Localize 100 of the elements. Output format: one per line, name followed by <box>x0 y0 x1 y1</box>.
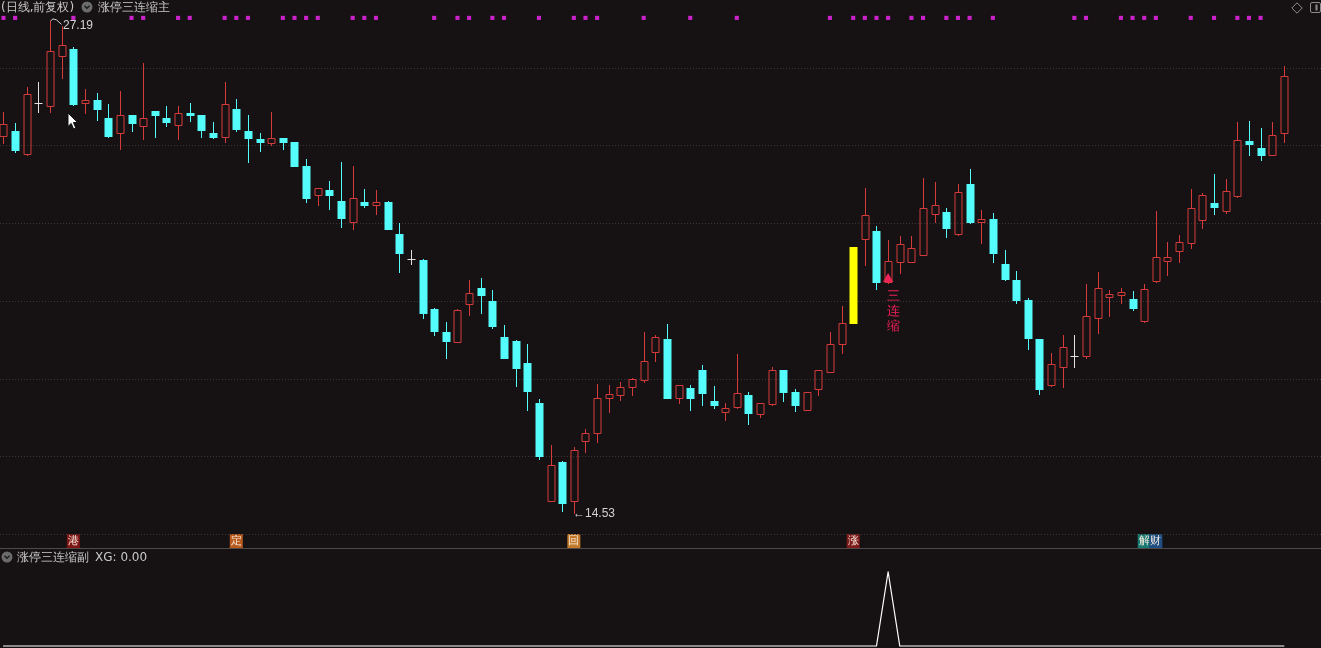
candlestick <box>186 102 195 123</box>
candlestick <box>442 321 451 360</box>
candlestick <box>232 98 241 133</box>
candlestick <box>104 103 113 139</box>
candlestick <box>256 132 265 153</box>
candlestick <box>791 388 800 413</box>
x-tick-label: 解 <box>1138 534 1150 548</box>
candlestick <box>942 207 951 239</box>
candlestick <box>744 391 753 426</box>
candlestick <box>1070 334 1079 369</box>
candlestick <box>675 385 684 405</box>
candlestick <box>547 444 556 502</box>
candlestick <box>360 188 369 209</box>
candlestick <box>838 305 847 355</box>
candlestick <box>349 165 358 231</box>
candlestick <box>826 331 835 373</box>
x-tick-label: 涨 <box>847 534 859 548</box>
candlestick <box>779 369 788 403</box>
text: XG: 0.00 <box>95 550 148 564</box>
candlestick <box>803 392 812 411</box>
candlestick <box>1094 271 1103 335</box>
candlestick <box>919 177 928 256</box>
candlestick <box>907 235 916 263</box>
candlestick <box>430 307 439 337</box>
candlestick <box>93 92 102 122</box>
candlestick <box>861 187 870 267</box>
candlestick <box>1280 65 1289 144</box>
candlestick <box>139 62 148 141</box>
candlestick <box>977 209 986 245</box>
candlestick <box>244 114 253 164</box>
annotation: 27.19 <box>63 18 94 33</box>
candlestick <box>686 384 695 412</box>
candlestick <box>1163 241 1172 277</box>
candlestick <box>372 189 381 216</box>
candlestick <box>500 324 509 360</box>
chart-title: 涨停三连缩副 <box>17 550 89 564</box>
chart-subtitle: 涨停三连缩主 <box>98 0 171 14</box>
candlestick <box>1245 120 1254 157</box>
candlestick <box>1059 334 1068 389</box>
candlestick <box>581 428 590 454</box>
candlestick <box>710 385 719 410</box>
candlestick <box>1175 234 1184 264</box>
candlestick <box>1268 121 1277 156</box>
candlestick <box>1047 352 1056 388</box>
candlestick <box>1257 127 1266 162</box>
candlestick <box>1233 121 1242 199</box>
candlestick <box>1187 188 1196 250</box>
candlestick <box>395 222 404 274</box>
candlestick <box>151 110 160 139</box>
candlestick <box>1117 287 1126 305</box>
candlestick <box>628 377 637 397</box>
candlestick <box>1140 283 1149 324</box>
candlestick <box>1105 289 1114 318</box>
candlestick <box>733 353 742 410</box>
candlestick <box>337 161 346 229</box>
candlestick <box>0 111 8 145</box>
candlestick <box>768 366 777 407</box>
candlestick <box>698 364 707 407</box>
x-tick-label: 定 <box>230 534 242 548</box>
candlestick <box>593 383 602 444</box>
candlestick <box>116 90 125 151</box>
candlestick <box>1152 210 1161 284</box>
candlestick <box>162 105 171 128</box>
annotation: ←14.53 <box>573 505 616 520</box>
x-tick-label: 回 <box>568 534 580 548</box>
series-label: 三连缩 <box>886 288 900 334</box>
candlestick <box>1012 270 1021 305</box>
candlestick <box>34 81 43 114</box>
candlestick <box>197 114 206 139</box>
candlestick <box>465 279 474 317</box>
candlestick <box>407 249 416 266</box>
chart-title: (日线,前复权) <box>1 0 75 14</box>
candlestick <box>453 308 462 343</box>
candlestick <box>221 81 230 144</box>
candlestick <box>756 403 765 419</box>
candlestick <box>721 402 730 422</box>
candlestick <box>314 188 323 207</box>
candlestick <box>325 180 334 211</box>
candlestick <box>605 384 614 414</box>
candlestick <box>477 277 486 315</box>
candlestick <box>651 334 660 363</box>
x-tick-label: 财 <box>1150 534 1162 548</box>
candlestick <box>616 381 625 402</box>
candlestick <box>931 181 940 224</box>
candlestick <box>1082 283 1091 360</box>
candlestick <box>640 331 649 384</box>
candlestick <box>1222 178 1231 215</box>
candlestick <box>954 183 963 237</box>
candlestick <box>81 88 90 115</box>
candlestick <box>267 111 276 147</box>
candlestick <box>896 235 905 275</box>
candlestick <box>46 20 55 114</box>
candlestick <box>174 105 183 141</box>
candlestick <box>23 86 32 157</box>
candlestick <box>1129 290 1138 312</box>
candlestick <box>11 122 20 154</box>
candlestick <box>1001 249 1010 282</box>
candlestick <box>814 370 823 397</box>
candlestick <box>1210 173 1219 216</box>
x-tick-label: 港 <box>67 534 79 548</box>
